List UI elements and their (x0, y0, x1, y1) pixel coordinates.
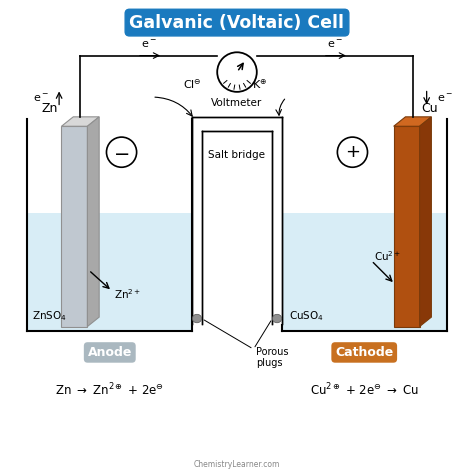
Text: Anode: Anode (88, 346, 132, 359)
Bar (27, 213, 192, 331)
Text: Cu$^{2\oplus}$ + 2e$^{\ominus}$ $\rightarrow$ Cu: Cu$^{2\oplus}$ + 2e$^{\ominus}$ $\righta… (310, 382, 419, 399)
Text: Porous
plugs: Porous plugs (256, 347, 288, 368)
Text: Zn: Zn (42, 102, 58, 116)
Polygon shape (87, 117, 99, 327)
Text: Cu$^{2+}$: Cu$^{2+}$ (374, 249, 401, 263)
Circle shape (337, 137, 367, 167)
Text: K$^{\oplus}$: K$^{\oplus}$ (253, 77, 268, 91)
Polygon shape (62, 126, 87, 327)
Text: e$^-$: e$^-$ (327, 39, 343, 50)
Text: Voltmeter: Voltmeter (211, 98, 263, 108)
Text: ZnSO$_4$: ZnSO$_4$ (32, 309, 67, 323)
Text: e$^-$: e$^-$ (33, 92, 49, 103)
Polygon shape (394, 126, 419, 327)
Bar (192, 117, 202, 324)
Bar (282, 213, 447, 331)
Circle shape (217, 52, 257, 92)
Text: Galvanic (Voltaic) Cell: Galvanic (Voltaic) Cell (129, 14, 345, 32)
Text: Cl$^{\ominus}$: Cl$^{\ominus}$ (183, 77, 201, 91)
Bar (272, 117, 282, 324)
Text: Zn $\rightarrow$ Zn$^{2\oplus}$ + 2e$^{\ominus}$: Zn $\rightarrow$ Zn$^{2\oplus}$ + 2e$^{\… (55, 382, 164, 399)
Polygon shape (419, 117, 431, 327)
Text: $-$: $-$ (113, 143, 130, 162)
Bar (192, 117, 282, 131)
Text: CuSO$_4$: CuSO$_4$ (289, 309, 324, 323)
Text: Cathode: Cathode (335, 346, 393, 359)
Text: $+$: $+$ (345, 143, 360, 161)
Text: Zn$^{2+}$: Zn$^{2+}$ (115, 288, 142, 301)
Polygon shape (62, 117, 99, 126)
Polygon shape (394, 117, 431, 126)
Text: Cu: Cu (422, 102, 438, 116)
Text: e$^-$: e$^-$ (437, 92, 453, 103)
Ellipse shape (192, 314, 201, 323)
Circle shape (107, 137, 137, 167)
Text: Salt bridge: Salt bridge (209, 149, 265, 160)
Text: ChemistryLearner.com: ChemistryLearner.com (194, 460, 280, 469)
Text: e$^-$: e$^-$ (141, 39, 157, 50)
Ellipse shape (273, 314, 282, 323)
